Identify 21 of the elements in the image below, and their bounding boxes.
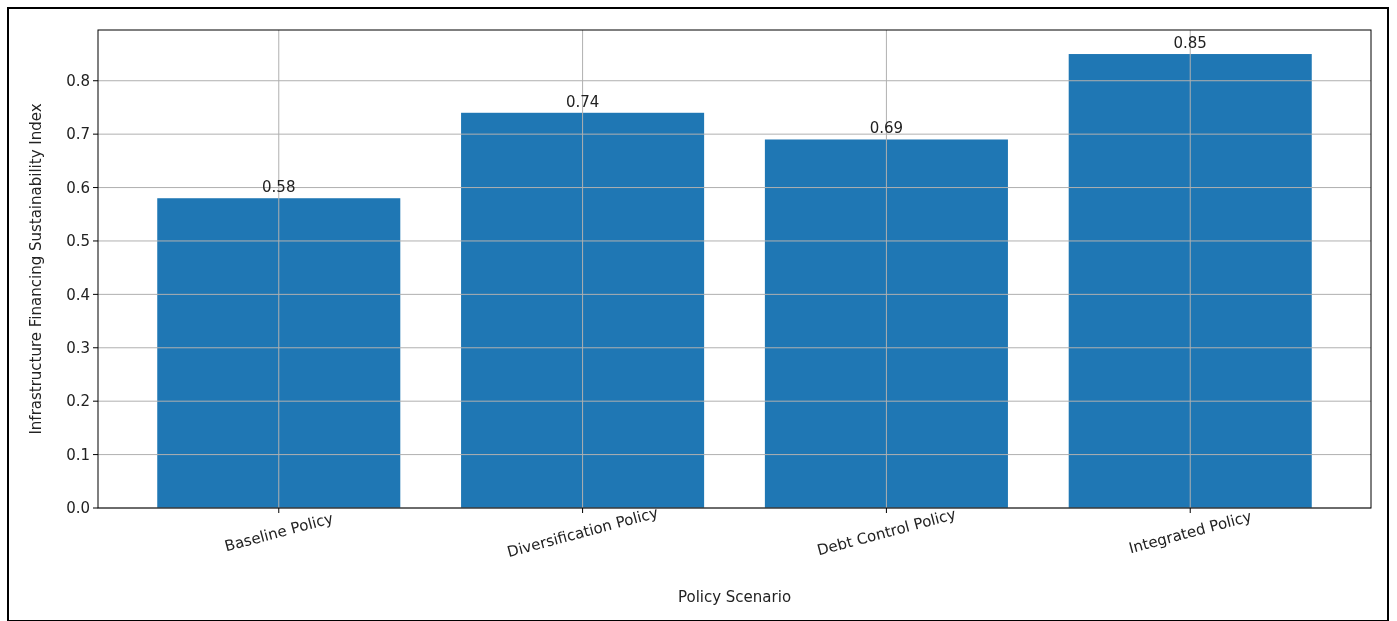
y-tick-label: 0.7 bbox=[66, 125, 90, 144]
bar bbox=[764, 139, 1008, 508]
bar bbox=[1068, 54, 1312, 508]
data-label: 0.74 bbox=[565, 92, 600, 111]
y-tick-label: 0.6 bbox=[66, 178, 90, 197]
bar bbox=[157, 198, 401, 508]
y-tick-label: 0.4 bbox=[66, 285, 90, 304]
x-axis-title: Policy Scenario bbox=[677, 588, 792, 606]
data-label: 0.58 bbox=[262, 178, 296, 197]
bar bbox=[461, 112, 705, 508]
y-tick-label: 0.2 bbox=[66, 392, 90, 411]
data-label: 0.69 bbox=[869, 119, 904, 138]
data-label: 0.85 bbox=[1173, 34, 1207, 53]
y-tick-label: 0.0 bbox=[66, 499, 90, 518]
y-axis-title: Infrastructure Financing Sustainability Index bbox=[27, 103, 45, 435]
y-tick-label: 0.8 bbox=[66, 71, 90, 90]
y-tick-label: 0.1 bbox=[66, 445, 90, 464]
x-tick-label: Baseline Policy bbox=[222, 509, 336, 556]
y-tick-label: 0.3 bbox=[66, 339, 90, 358]
y-tick-label: 0.5 bbox=[66, 232, 90, 251]
x-tick-label: Debt Control Policy bbox=[815, 505, 959, 560]
